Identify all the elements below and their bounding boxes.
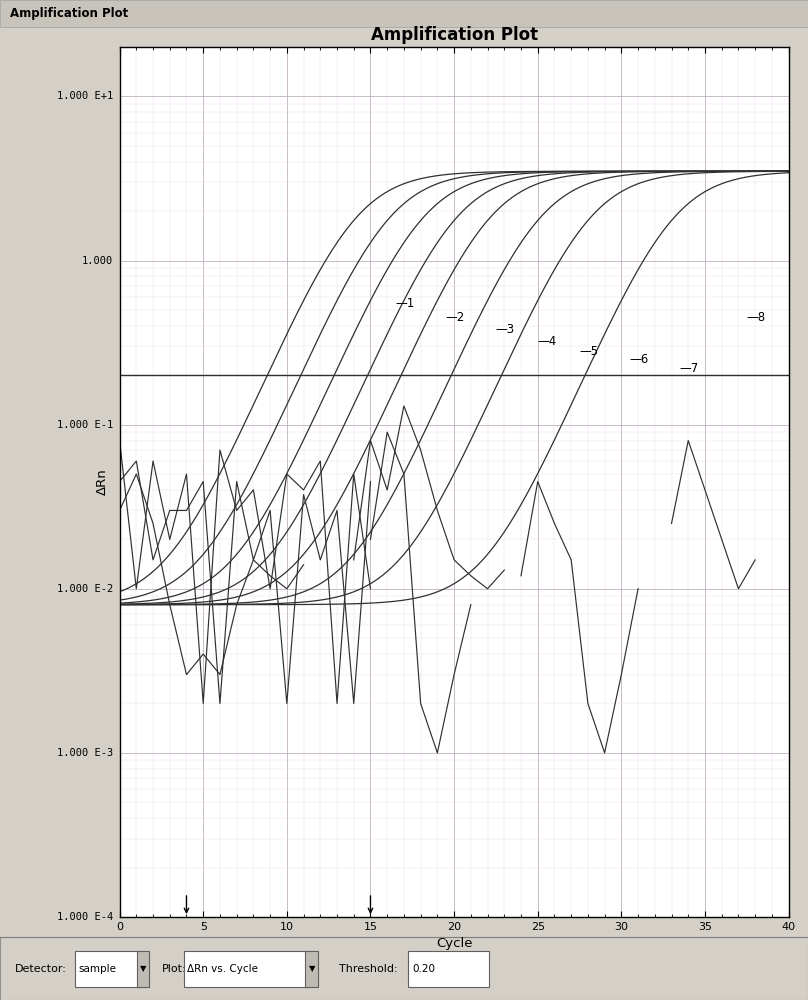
Text: Detector:: Detector: bbox=[15, 964, 66, 974]
Text: ▼: ▼ bbox=[140, 964, 146, 973]
Text: Plot:: Plot: bbox=[162, 964, 186, 974]
Text: Threshold:: Threshold: bbox=[339, 964, 398, 974]
Bar bbox=[408, 950, 489, 986]
Bar bbox=[137, 950, 149, 986]
Bar bbox=[75, 950, 141, 986]
Text: ΔRn vs. Cycle: ΔRn vs. Cycle bbox=[187, 964, 259, 974]
Text: Amplification Plot: Amplification Plot bbox=[10, 7, 128, 20]
Text: —2: —2 bbox=[446, 311, 465, 324]
Text: sample: sample bbox=[78, 964, 116, 974]
Text: —7: —7 bbox=[680, 362, 699, 375]
Text: —4: —4 bbox=[537, 335, 557, 348]
Text: —5: —5 bbox=[579, 345, 599, 358]
Bar bbox=[305, 950, 318, 986]
Text: 1.000 E-1: 1.000 E-1 bbox=[57, 420, 113, 430]
Text: —8: —8 bbox=[747, 311, 766, 324]
Bar bbox=[184, 950, 309, 986]
Bar bbox=[0, 0, 808, 27]
Text: 1.000 E+1: 1.000 E+1 bbox=[57, 91, 113, 101]
Text: 1.000 E-4: 1.000 E-4 bbox=[57, 912, 113, 922]
Text: —6: —6 bbox=[629, 353, 649, 366]
Bar bbox=[0, 937, 808, 1000]
X-axis label: Cycle: Cycle bbox=[436, 937, 473, 950]
Text: 0.20: 0.20 bbox=[412, 964, 435, 974]
Text: —1: —1 bbox=[396, 297, 415, 310]
Text: 1.000 E-2: 1.000 E-2 bbox=[57, 584, 113, 594]
Text: 1.000: 1.000 bbox=[82, 256, 113, 266]
Text: ▼: ▼ bbox=[309, 964, 315, 973]
Title: Amplification Plot: Amplification Plot bbox=[371, 26, 537, 44]
Text: 1.000 E-3: 1.000 E-3 bbox=[57, 748, 113, 758]
Text: —3: —3 bbox=[496, 323, 515, 336]
Y-axis label: ΔRn: ΔRn bbox=[95, 469, 108, 495]
